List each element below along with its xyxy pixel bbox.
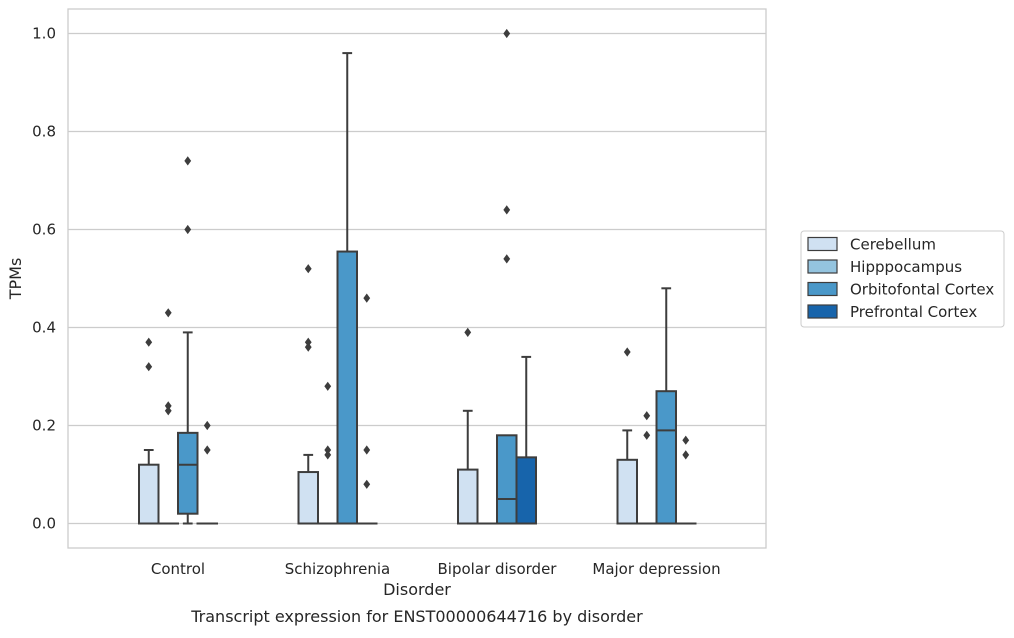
box-orbitofontal-cortex-bipolar-disorder bbox=[497, 29, 517, 524]
box-prefrontal-cortex-major-depression bbox=[676, 436, 696, 524]
outlier-point bbox=[184, 225, 191, 234]
outlier-point bbox=[503, 205, 510, 214]
x-tick-labels: Control Schizophrenia Bipolar disorder Majo… bbox=[151, 560, 721, 578]
box-body bbox=[458, 470, 478, 524]
y-tick-labels: 0.0 0.2 0.4 0.6 0.8 1.0 bbox=[32, 25, 56, 533]
box-cerebellum-control bbox=[139, 338, 159, 524]
outlier-point bbox=[363, 480, 370, 489]
legend-swatch bbox=[808, 283, 837, 296]
legend-label: Orbitofontal Cortex bbox=[850, 281, 994, 299]
outlier-point bbox=[363, 445, 370, 454]
legend: Cerebellum Hipppocampus Orbitofontal Corte… bbox=[801, 231, 1004, 327]
box-hipppocampus-control bbox=[159, 308, 179, 523]
legend-swatch bbox=[808, 238, 837, 251]
outlier-point bbox=[503, 254, 510, 263]
legend-swatch bbox=[808, 260, 837, 273]
outlier-point bbox=[324, 382, 331, 391]
box-body bbox=[618, 460, 638, 524]
y-tick-label: 0.2 bbox=[32, 417, 56, 435]
box-body bbox=[657, 391, 677, 523]
outlier-point bbox=[363, 294, 370, 303]
legend-label: Hipppocampus bbox=[850, 258, 962, 276]
outlier-point bbox=[204, 421, 211, 430]
outlier-point bbox=[145, 362, 152, 371]
outlier-point bbox=[305, 264, 312, 273]
box-cerebellum-major-depression bbox=[618, 347, 638, 523]
outlier-point bbox=[305, 343, 312, 352]
outlier-point bbox=[324, 450, 331, 459]
y-tick-label: 0.0 bbox=[32, 515, 56, 533]
outlier-point bbox=[643, 431, 650, 440]
x-tick-label: Control bbox=[151, 560, 205, 578]
box-orbitofontal-cortex-schizophrenia bbox=[338, 53, 358, 523]
box-layer bbox=[139, 29, 696, 524]
y-tick-label: 0.8 bbox=[32, 123, 56, 141]
y-axis-title: TPMs bbox=[6, 258, 25, 301]
chart-caption: Transcript expression for ENST0000064471… bbox=[190, 607, 643, 626]
box-hipppocampus-major-depression bbox=[637, 411, 657, 523]
box-body bbox=[299, 472, 319, 523]
y-tick-label: 1.0 bbox=[32, 25, 56, 43]
box-body bbox=[139, 465, 159, 524]
box-cerebellum-schizophrenia bbox=[299, 264, 319, 523]
box-body bbox=[338, 252, 358, 524]
outlier-point bbox=[624, 347, 631, 356]
box-body bbox=[497, 435, 517, 523]
outlier-point bbox=[682, 450, 689, 459]
x-axis-title: Disorder bbox=[383, 580, 451, 599]
outlier-point bbox=[503, 29, 510, 38]
outlier-point bbox=[204, 445, 211, 454]
x-tick-label: Bipolar disorder bbox=[438, 560, 558, 578]
outlier-point bbox=[464, 328, 471, 337]
box-prefrontal-cortex-control bbox=[198, 421, 218, 524]
y-tick-label: 0.4 bbox=[32, 319, 56, 337]
box-orbitofontal-cortex-major-depression bbox=[657, 288, 677, 523]
box-orbitofontal-cortex-control bbox=[178, 156, 198, 523]
outlier-point bbox=[145, 338, 152, 347]
outlier-point bbox=[643, 411, 650, 420]
box-body bbox=[178, 433, 198, 514]
y-tick-label: 0.6 bbox=[32, 221, 56, 239]
x-tick-label: Major depression bbox=[592, 560, 720, 578]
legend-swatch bbox=[808, 305, 837, 318]
outlier-point bbox=[165, 308, 172, 317]
legend-label: Prefrontal Cortex bbox=[850, 303, 977, 321]
x-tick-label: Schizophrenia bbox=[285, 560, 390, 578]
outlier-point bbox=[682, 436, 689, 445]
outlier-point bbox=[165, 406, 172, 415]
box-body bbox=[517, 457, 537, 523]
outlier-point bbox=[184, 156, 191, 165]
box-prefrontal-cortex-bipolar-disorder bbox=[517, 357, 537, 524]
legend-label: Cerebellum bbox=[850, 236, 936, 254]
box-hipppocampus-schizophrenia bbox=[318, 382, 338, 524]
